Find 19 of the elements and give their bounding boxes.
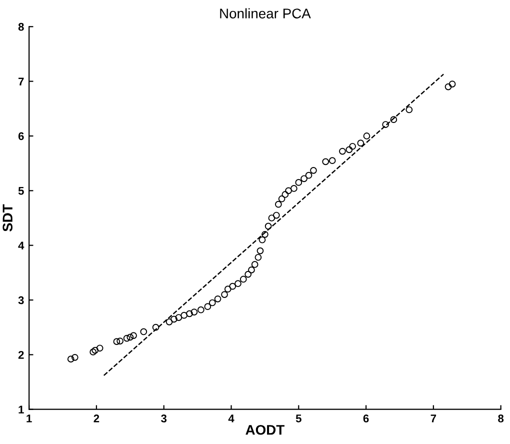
y-tick-label: 1 [18,406,24,414]
x-tick-label: 7 [430,414,436,422]
y-tick-label: 6 [18,132,24,140]
y-tick-label: 3 [18,296,24,304]
chart-title: Nonlinear PCA [220,8,311,18]
x-tick-label: 6 [363,414,369,422]
y-tick-label: 7 [18,78,24,86]
y-tick-label: 8 [18,22,24,31]
x-axis-title: AODT [246,424,284,435]
y-tick-label: 5 [18,187,24,195]
x-tick-label: 3 [161,414,167,422]
y-tick-label: 4 [18,242,24,250]
x-tick-label: 8 [498,414,504,422]
x-tick-label: 5 [296,414,302,422]
y-tick-label: 2 [18,350,24,359]
x-tick-label: 2 [94,414,100,422]
x-tick-label: 4 [228,414,234,422]
x-tick-label: 1 [26,414,32,422]
y-axis-title: SDT [2,204,13,232]
